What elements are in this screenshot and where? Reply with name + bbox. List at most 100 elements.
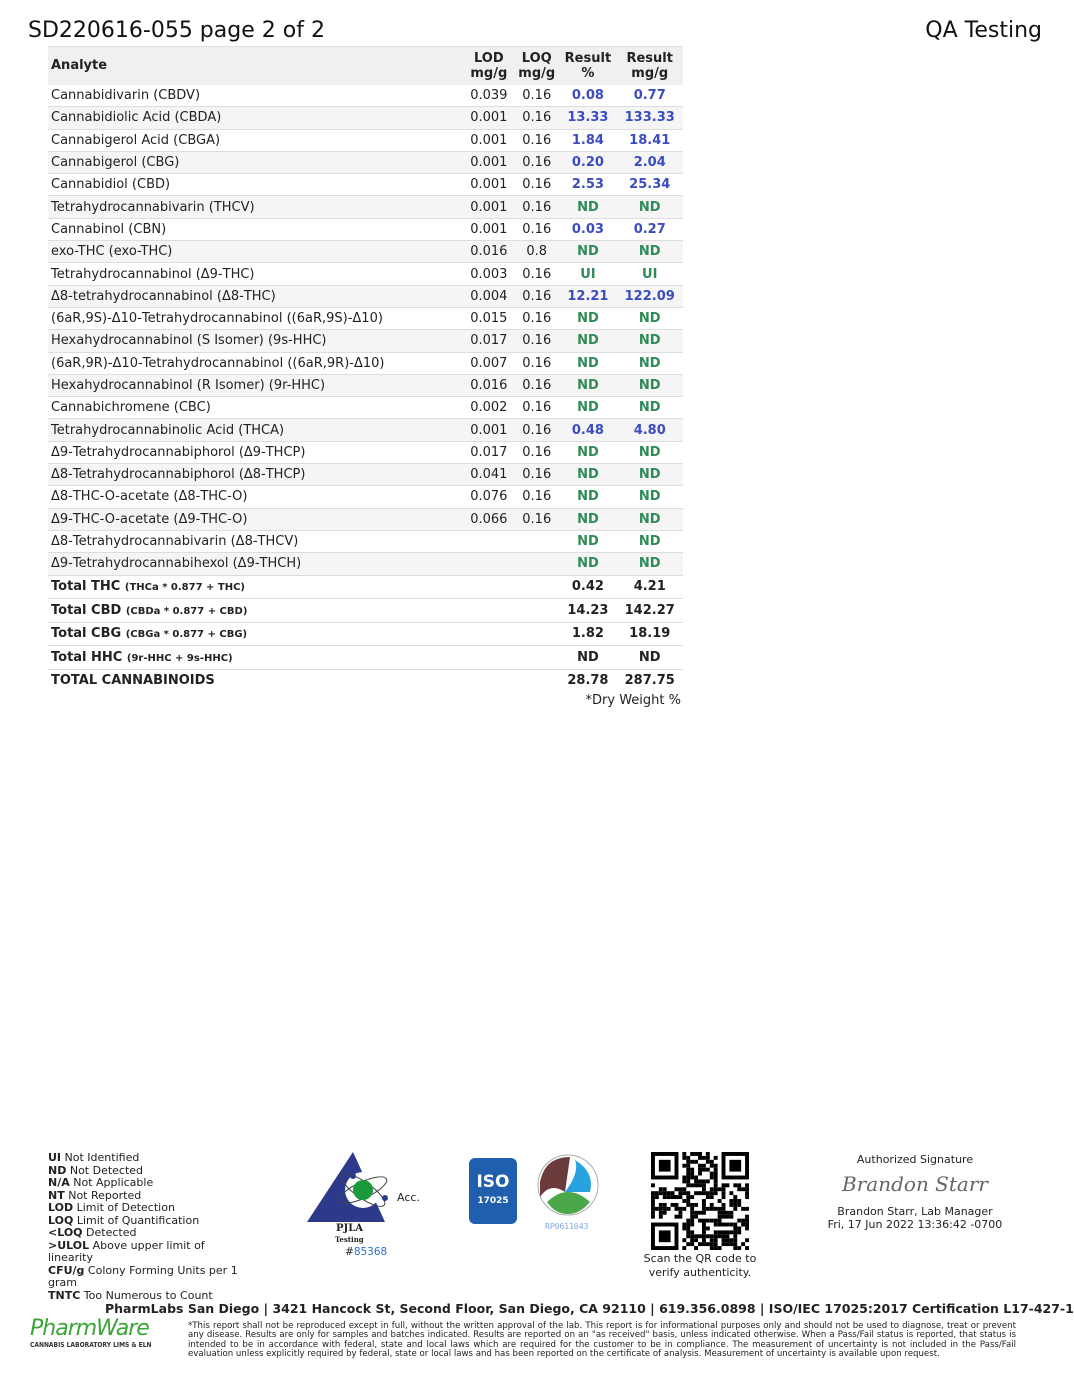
loq-value: 0.16: [514, 106, 560, 130]
result-mg-per-g: 122.09: [616, 285, 683, 308]
abbreviation-legend: UI Not Identified ND Not Detected N/A Not …: [48, 1151, 248, 1303]
analyte-name: Cannabidivarin (CBDV): [48, 84, 464, 108]
result-mg-per-g: 0.27: [616, 218, 683, 242]
lod-value: [463, 552, 515, 576]
total-percent: ND: [559, 645, 617, 670]
result-mg-per-g: ND: [616, 374, 683, 398]
column-header: LOD mg/g: [463, 46, 515, 85]
verification-qr-code[interactable]: [650, 1152, 750, 1250]
legend-item: N/A Not Applicable: [48, 1176, 248, 1190]
lod-value: 0.001: [463, 129, 515, 152]
dea-registration-seal: RP0611043: [535, 1152, 600, 1237]
lab-address: PharmLabs San Diego | 3421 Hancock St, S…: [105, 1301, 1074, 1316]
result-percent: ND: [559, 352, 617, 375]
total-cannabinoids-row: TOTAL CANNABINOIDS 28.78 287.75: [48, 669, 683, 691]
lod-value: 0.003: [463, 262, 515, 286]
result-percent: UI: [559, 262, 617, 286]
total-formula: (CBDa * 0.877 + CBD): [125, 605, 248, 617]
loq-value: 0.16: [514, 418, 560, 442]
loq-value: 0.16: [514, 173, 560, 197]
legend-meaning: Limit of Quantification: [76, 1213, 200, 1227]
analyte-name: Cannabichromene (CBC): [48, 396, 464, 420]
lod-value: 0.066: [463, 508, 515, 531]
pjla-hash: #: [345, 1246, 354, 1258]
lod-value: 0.015: [463, 307, 515, 331]
column-header-text: %: [581, 65, 595, 81]
result-percent: ND: [559, 441, 617, 465]
total-mg-per-g: 4.21: [616, 575, 683, 600]
result-mg-per-g: ND: [616, 396, 683, 420]
dea-seal-icon: [537, 1154, 599, 1216]
column-header: Result mg/g: [616, 46, 683, 85]
result-mg-per-g: ND: [616, 307, 683, 331]
table-row: Δ9-THC-O-acetate (Δ9-THC-O) 0.066 0.16 ND ND: [48, 508, 683, 531]
report-title: SD220616-055 page 2 of 2: [28, 18, 325, 43]
column-header-text: LOQ: [521, 50, 552, 66]
legend-meaning: Not Identified: [64, 1151, 140, 1164]
total-label-cell: Total HHC (9r-HHC + 9s-HHC): [48, 645, 560, 670]
lod-value: 0.016: [463, 240, 515, 264]
pjla-acc: Acc.: [397, 1191, 420, 1204]
lod-value: 0.039: [463, 84, 515, 108]
table-row: exo-THC (exo-THC) 0.016 0.8 ND ND: [48, 240, 683, 264]
loq-value: 0.16: [514, 508, 560, 531]
column-header: Result%: [559, 46, 617, 85]
table-row: Hexahydrocannabinol (R Isomer) (9r-HHC) 0…: [48, 374, 683, 398]
analyte-name: Cannabinol (CBN): [48, 218, 464, 242]
loq-value: [514, 552, 560, 576]
total-label-cell: Total CBD (CBDa * 0.877 + CBD): [48, 598, 560, 623]
legend-meaning: Not Applicable: [73, 1176, 154, 1189]
total-percent: 0.42: [559, 575, 617, 600]
table-row: Hexahydrocannabinol (S Isomer) (9s-HHC) 0…: [48, 329, 683, 353]
lod-value: 0.017: [463, 329, 515, 353]
signature-date: Fri, 17 Jun 2022 13:36:42 -0700: [827, 1218, 1003, 1231]
result-percent: ND: [559, 485, 617, 509]
legend-item: TNTC Too Numerous to Count: [48, 1288, 248, 1303]
result-percent: 0.03: [559, 218, 617, 242]
legend-abbr: N/A: [48, 1176, 70, 1189]
table-row: Cannabigerol (CBG) 0.001 0.16 0.20 2.04: [48, 151, 683, 175]
table-row: Δ9-Tetrahydrocannabihexol (Δ9-THCH) ND ND: [48, 552, 683, 576]
lod-value: 0.076: [463, 485, 515, 509]
total-row: Total CBG (CBGa * 0.877 + CBG) 1.82 18.19: [48, 622, 683, 647]
logo-subtext: CANNABIS LABORATORY LIMS & ELN: [30, 1341, 152, 1349]
analyte-name: (6aR,9S)-Δ10-Tetrahydrocannabinol ((6aR,…: [48, 307, 464, 331]
loq-value: 0.16: [514, 329, 560, 353]
total-label: Total CBD: [51, 602, 122, 618]
analyte-name: exo-THC (exo-THC): [48, 240, 464, 264]
lod-value: 0.004: [463, 285, 515, 308]
signature-image: Brandon Starr: [842, 1172, 988, 1196]
legend-abbr: CFU/g: [48, 1263, 85, 1277]
analyte-name: Δ9-Tetrahydrocannabihexol (Δ9-THCH): [48, 552, 464, 576]
grand-total-label: TOTAL CANNABINOIDS: [51, 672, 215, 688]
result-mg-per-g: ND: [616, 463, 683, 487]
legend-abbr: ND: [48, 1163, 67, 1177]
loq-value: 0.16: [514, 307, 560, 331]
loq-value: 0.16: [514, 285, 560, 308]
total-percent: 1.82: [559, 622, 617, 647]
table-row: Cannabichromene (CBC) 0.002 0.16 ND ND: [48, 396, 683, 420]
legend-meaning: Too Numerous to Count: [83, 1288, 213, 1302]
column-header-text: mg/g: [631, 65, 669, 81]
legend-abbr: UI: [48, 1151, 62, 1164]
column-header-text: mg/g: [518, 65, 556, 81]
table-row: Cannabidivarin (CBDV) 0.039 0.16 0.08 0.77: [48, 84, 683, 108]
legend-abbr: >ULOL: [48, 1238, 90, 1252]
qr-caption: Scan the QR code to verify authenticity.: [643, 1252, 757, 1279]
legend-meaning: Not Reported: [68, 1188, 142, 1202]
legend-abbr: <LOQ: [48, 1226, 83, 1239]
result-percent: 0.48: [559, 418, 617, 442]
result-mg-per-g: ND: [616, 552, 683, 576]
result-mg-per-g: ND: [616, 441, 683, 465]
table-row: Cannabigerol Acid (CBGA) 0.001 0.16 1.84 18.…: [48, 129, 683, 152]
loq-value: [514, 530, 560, 554]
table-row: Cannabinol (CBN) 0.001 0.16 0.03 0.27: [48, 218, 683, 242]
analyte-name: Δ8-Tetrahydrocannabivarin (Δ8-THCV): [48, 530, 464, 554]
authorized-signature-block: Authorized Signature Brandon Starr Brand…: [820, 1153, 1010, 1231]
total-row: Total HHC (9r-HHC + 9s-HHC) ND ND: [48, 645, 683, 670]
result-mg-per-g: 25.34: [616, 173, 683, 197]
loq-value: 0.8: [514, 240, 560, 264]
result-mg-per-g: 4.80: [616, 418, 683, 442]
result-mg-per-g: ND: [616, 240, 683, 264]
result-percent: ND: [559, 374, 617, 398]
